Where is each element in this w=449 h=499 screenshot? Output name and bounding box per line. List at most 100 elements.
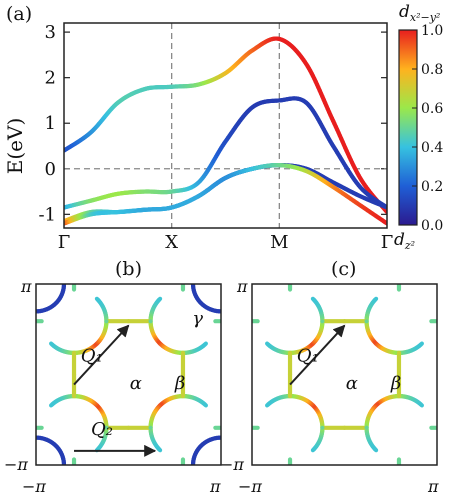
fermi-contour-segment <box>21 307 23 308</box>
label-beta: β <box>174 373 185 394</box>
band-2 <box>64 96 387 210</box>
fermi-contour-segment <box>21 441 23 442</box>
fermi-contour-segment <box>197 268 198 270</box>
fermi-contour-segment <box>230 439 232 440</box>
y-axis-label: E(eV) <box>3 118 27 174</box>
fermi-contours-c <box>252 284 437 465</box>
fermi-contour-segment <box>234 441 236 442</box>
fermi-contour-segment <box>20 306 22 307</box>
fermi-contour-segment <box>198 266 199 268</box>
plot-frame-c <box>251 283 438 466</box>
fermi-contour-segment <box>16 444 18 445</box>
x-tick-label: Γ <box>381 232 394 253</box>
fermi-contour-segment <box>27 438 29 439</box>
colorbar-ticks: 0.0 0.2 0.4 0.6 0.8 1.0 <box>412 23 443 234</box>
fermi-contour-segment <box>18 305 20 306</box>
fermi-contour-segment <box>61 272 62 274</box>
label-alpha: α <box>346 373 358 394</box>
label-q1: Q₁ <box>81 346 103 367</box>
band-1 <box>64 36 387 215</box>
fermi-contour-segment <box>16 303 18 304</box>
fermi-contour-segment <box>196 477 197 479</box>
band-lines <box>64 36 387 226</box>
fermi-contour-segment <box>63 276 64 278</box>
fermi-contour-segment <box>202 341 208 347</box>
fermi-contour-segment <box>194 274 195 276</box>
fermi-surface-panel-b: (b) Q₁ Q₂ α β γ π −π −π π <box>4 258 241 496</box>
fermi-contour-segment <box>265 402 271 408</box>
fermi-contour-segment <box>237 305 239 306</box>
grid-lines <box>64 23 387 228</box>
tick-xmin-c: −π <box>238 477 262 496</box>
fermi-contour-segment <box>239 303 241 304</box>
fermi-contour-segment <box>20 442 22 443</box>
fermi-contour-segment <box>194 473 195 475</box>
label-gamma: γ <box>192 308 203 329</box>
fermi-contour-segment <box>25 309 27 310</box>
fermi-contour-segment <box>198 481 199 483</box>
fermi-contour-segment <box>232 440 234 441</box>
colorbar-tick-label: 0.4 <box>421 140 443 156</box>
colorbar: 0.0 0.2 0.4 0.6 0.8 1.0 dx²−y² dz² <box>394 2 443 252</box>
tick-xmin-b: −π <box>22 477 46 496</box>
fermi-contour-segment <box>195 272 196 274</box>
fermi-contour-segment <box>61 475 62 477</box>
tick-ymin-b: −π <box>4 455 28 474</box>
fermi-contour-segment <box>60 270 61 272</box>
fermi-contour-segment <box>63 471 64 473</box>
fermi-contour-segment <box>228 438 230 439</box>
label-alpha: α <box>130 373 142 394</box>
band-4 <box>64 162 387 226</box>
vector-q1 <box>73 324 130 386</box>
band-structure-panel: (a) E(eV) -1 0 1 2 3 Γ X M Γ <box>3 3 393 253</box>
fermi-contour-segment <box>25 439 27 440</box>
colorbar-tick-label: 0.2 <box>421 179 443 195</box>
y-tick-label: -1 <box>38 204 56 225</box>
fermi-contour-segment <box>194 276 195 278</box>
plot-frame-a <box>63 22 388 229</box>
fermi-contour-segment <box>156 446 163 453</box>
tick-ymax-b: π <box>20 277 32 296</box>
fermi-contour-segment <box>194 471 195 473</box>
annotations-b: Q₁ Q₂ α β γ <box>73 308 203 457</box>
y-tick-label: 0 <box>45 159 56 180</box>
fermi-contour-segment <box>57 266 58 268</box>
fermi-contour-segment <box>200 265 201 267</box>
fermi-contour-segment <box>239 444 241 445</box>
fermi-contour-segment <box>59 479 60 481</box>
fermi-contour-segment <box>94 296 101 303</box>
annotations-c: Q₁ α β <box>289 324 401 394</box>
colorbar-label-top: dx²−y² <box>399 2 440 24</box>
fermi-contour-segment <box>200 483 201 485</box>
fermi-contour-segment <box>59 268 60 270</box>
fermi-contour-segment <box>56 483 57 485</box>
tick-xmax-c: π <box>427 477 439 496</box>
fermi-contours-b <box>16 265 241 485</box>
colorbar-tick-label: 0.0 <box>421 218 443 234</box>
fermi-contour-segment <box>196 270 197 272</box>
x-tick-label: M <box>270 232 288 253</box>
panel-label-b: (b) <box>115 258 142 280</box>
fermi-contour-segment <box>234 307 236 308</box>
fermi-contour-segment <box>230 309 232 310</box>
y-tick-label: 1 <box>45 113 56 134</box>
fermi-contour-segment <box>60 477 61 479</box>
colorbar-gradient <box>398 29 418 226</box>
fermi-contour-segment <box>23 308 25 309</box>
fermi-contour-segment <box>18 443 20 444</box>
fermi-contour-segment <box>236 306 238 307</box>
label-q1: Q₁ <box>297 346 319 367</box>
fermi-contour-segment <box>372 446 379 453</box>
y-tick-label: 3 <box>45 22 56 43</box>
fermi-contour-segment <box>23 440 25 441</box>
fermi-contour-segment <box>27 310 29 311</box>
fermi-contour-segment <box>228 310 230 311</box>
label-q2: Q₂ <box>91 419 113 440</box>
fermi-contour-segment <box>197 479 198 481</box>
fermi-contour-segment <box>62 473 63 475</box>
fermi-contour-segment <box>62 274 63 276</box>
fermi-contour-segment <box>56 265 57 267</box>
panel-label-c: (c) <box>331 258 356 280</box>
